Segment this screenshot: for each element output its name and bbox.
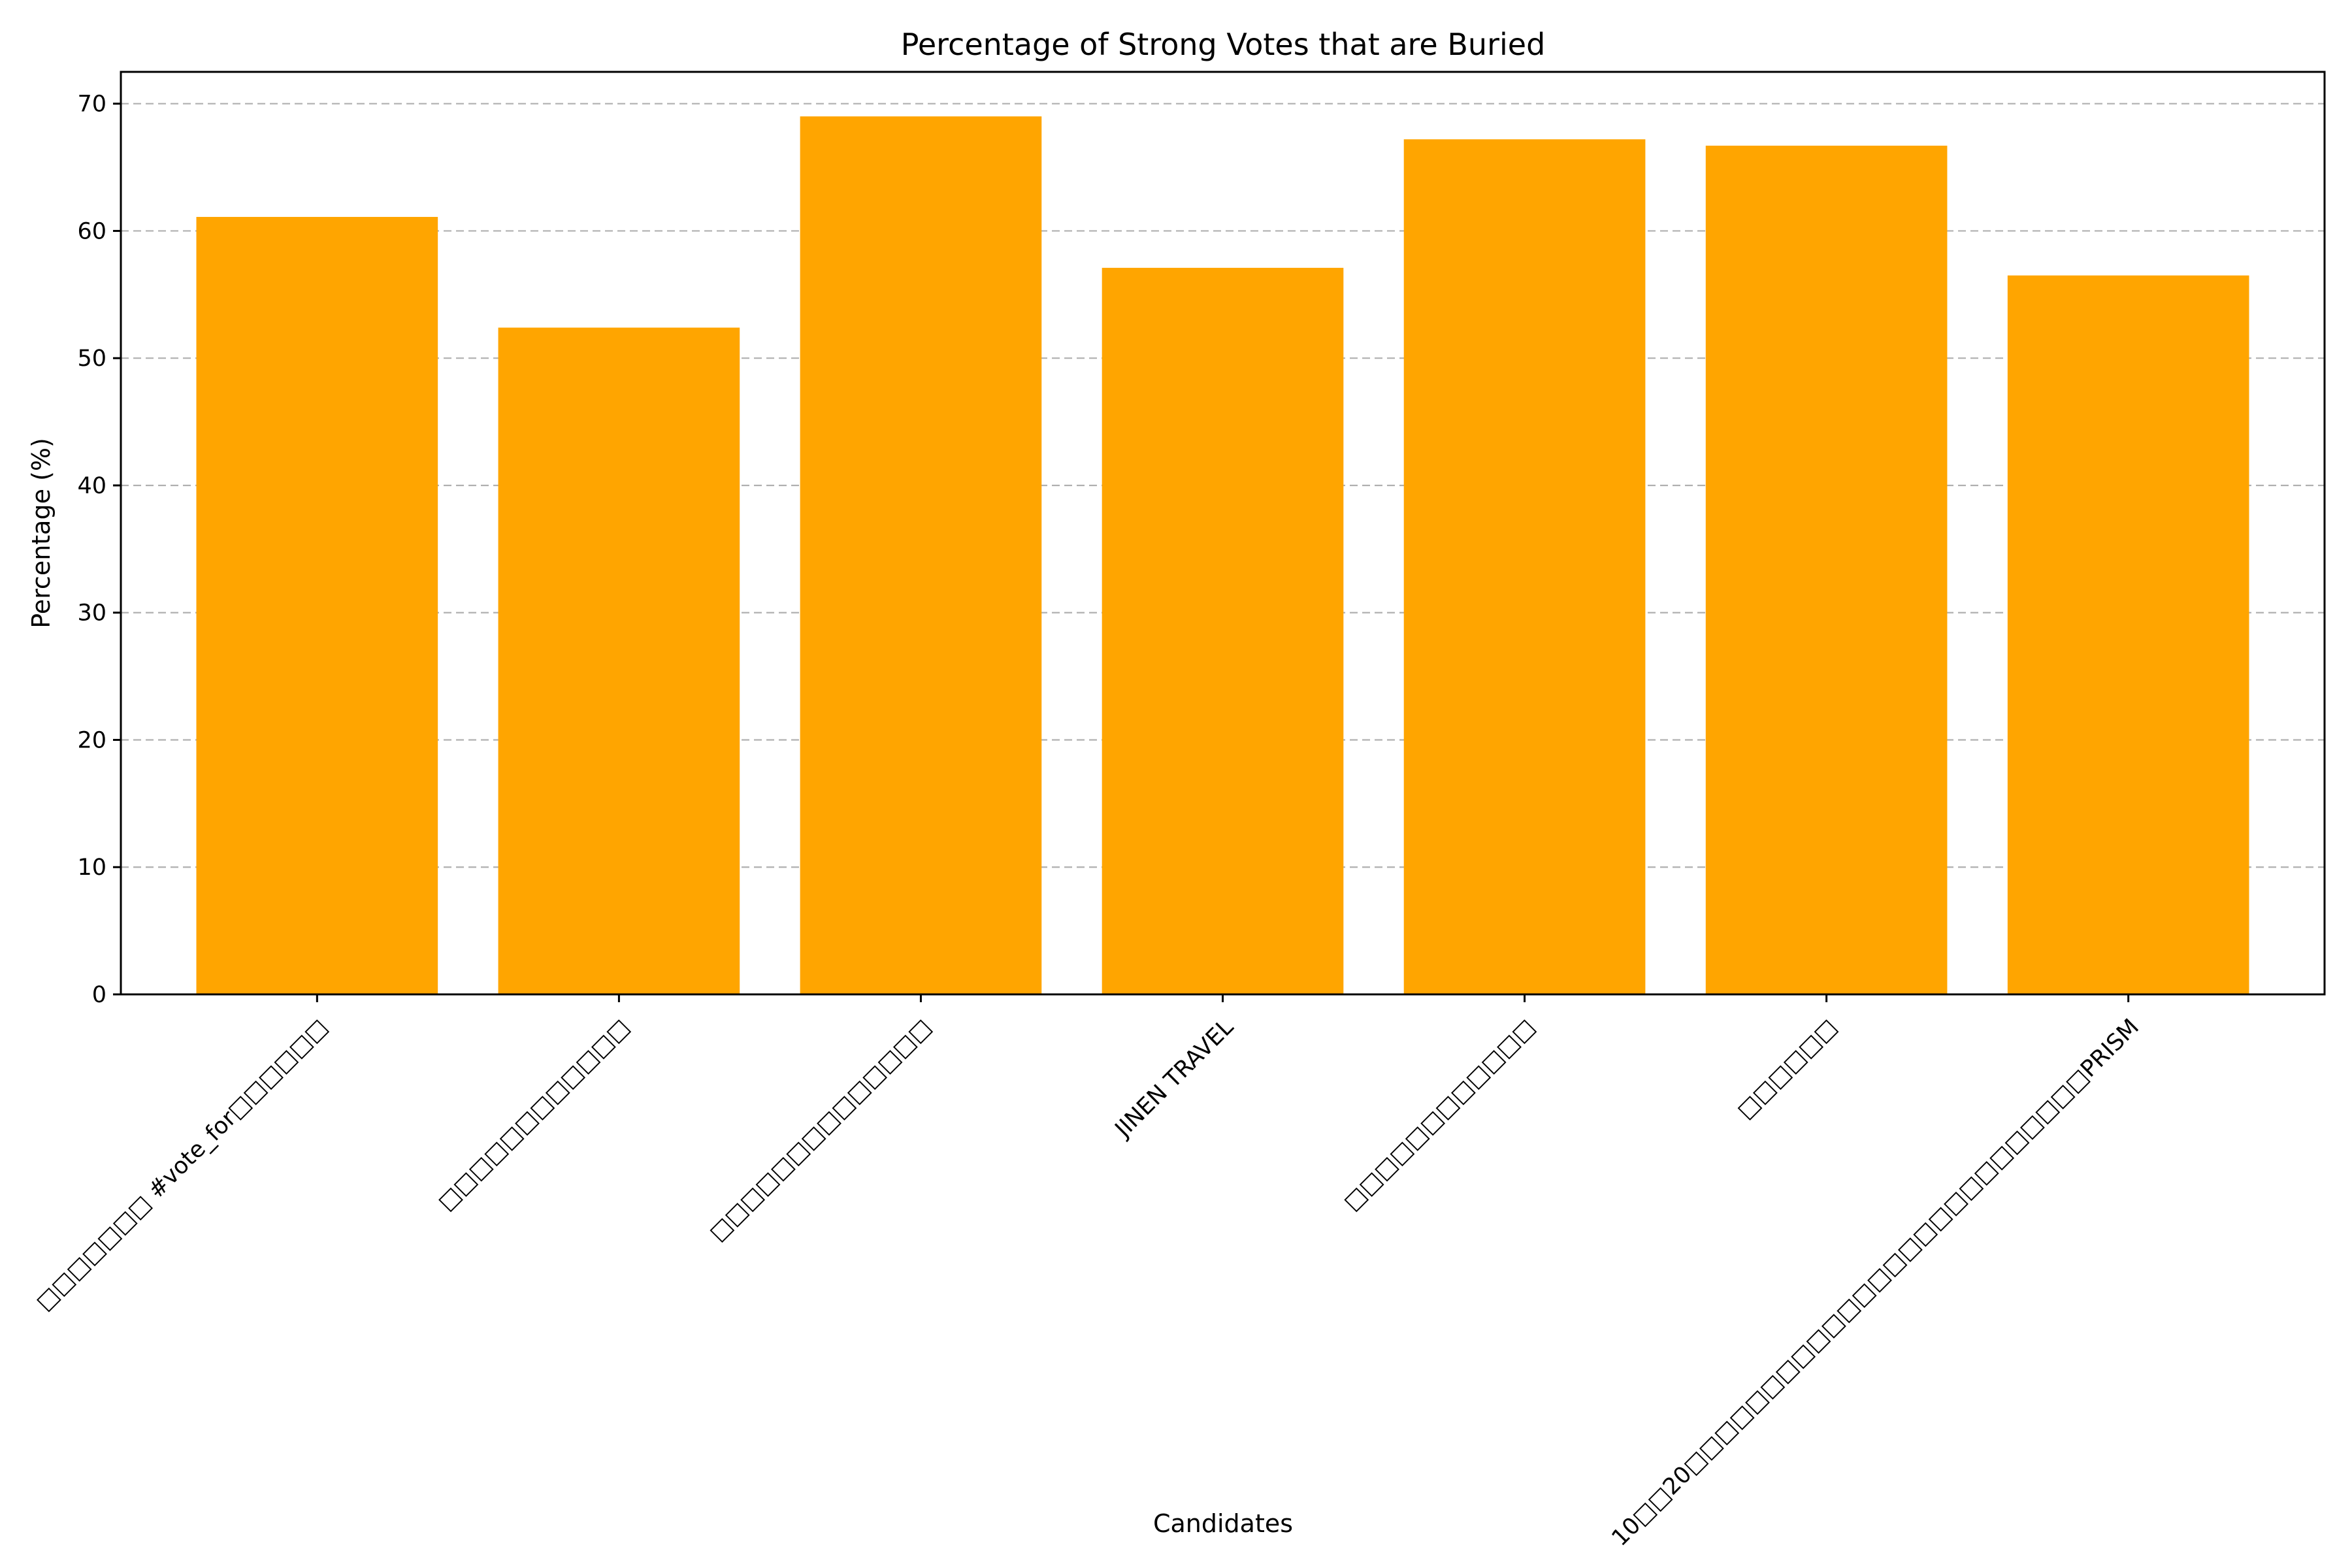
x-axis-label: Candidates [1153, 1509, 1293, 1538]
y-tick-label: 40 [77, 473, 106, 499]
x-tick-label: □□□□□□□□□□□□ [1339, 1014, 1541, 1216]
y-tick-label: 20 [77, 727, 106, 753]
bar [1403, 139, 1646, 995]
y-tick-label: 10 [77, 855, 106, 881]
y-tick-label: 60 [77, 218, 106, 244]
y-tick-label: 30 [77, 600, 106, 627]
bar [800, 116, 1042, 994]
bar [1705, 145, 1948, 995]
y-tick-label: 0 [92, 982, 106, 1008]
x-tick-label: JINEN TRAVEL [1109, 1014, 1239, 1143]
x-tick-label: 10□□20□□□□□□□□□□□□□□□□□□□□□□□□□□PRISM [1607, 1014, 2144, 1551]
bars [196, 116, 2249, 995]
y-axis-label: Percentage (%) [27, 438, 56, 629]
x-tick-label: □□□□□□□□□□□□□□ [704, 1014, 937, 1247]
bar [1102, 267, 1344, 995]
x-tick-label: □□□□□□□□□□□□ [433, 1014, 635, 1216]
bar [498, 327, 740, 994]
x-tick-label: □□□□□□ [1732, 1014, 1842, 1124]
bar [2007, 275, 2249, 995]
y-axis: 0 10 20 30 40 50 60 70 [77, 91, 121, 1008]
y-tick-label: 70 [77, 91, 106, 118]
chart-title: Percentage of Strong Votes that are Buri… [901, 27, 1546, 62]
bar [196, 217, 438, 994]
x-tick-label: □□□□□□□ #vote_for□□□□□□ [31, 1014, 333, 1316]
x-axis: □□□□□□□ #vote_for□□□□□□ □□□□□□□□□□□□ □□□□□… [31, 994, 2144, 1552]
y-tick-label: 50 [77, 346, 106, 372]
